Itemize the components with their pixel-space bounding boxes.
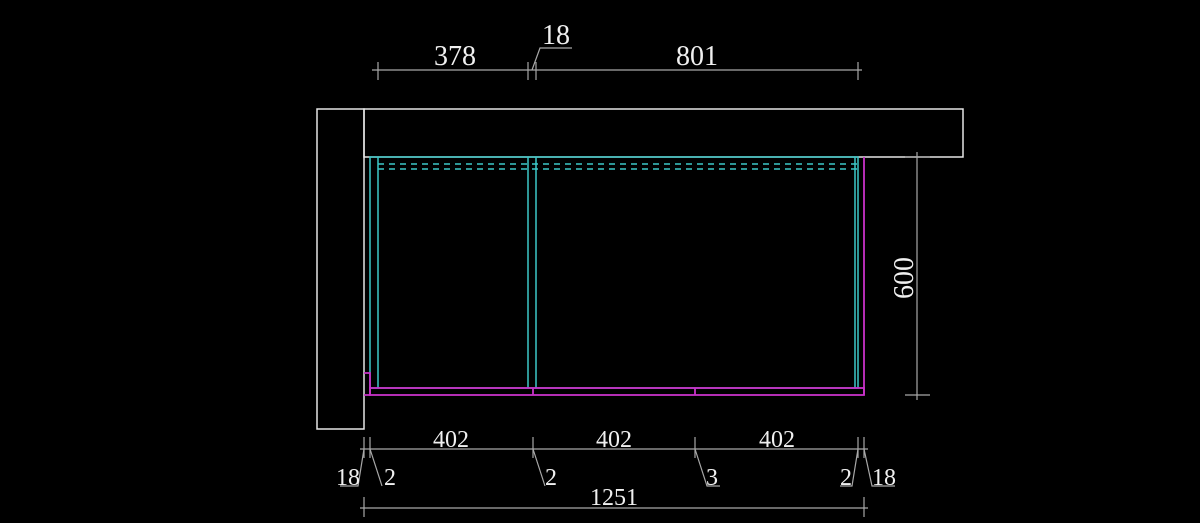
dim-378: 378 (434, 41, 476, 72)
top-slab (363, 108, 964, 158)
dim-18-right: 18 (872, 465, 896, 491)
door-panels (364, 157, 865, 396)
dim-18-top: 18 (542, 20, 570, 51)
dim-402-3: 402 (759, 427, 795, 453)
top-dimension: 378 18 801 (372, 20, 862, 80)
dim-18-left: 18 (336, 465, 360, 491)
left-wall (316, 108, 365, 430)
dim-2-b: 2 (545, 465, 557, 491)
side-dimension: 600 (889, 152, 930, 400)
dim-1251: 1251 (590, 485, 638, 511)
bottom-dimension: 402 402 402 18 2 2 3 2 18 (336, 427, 896, 491)
dim-600: 600 (889, 257, 920, 299)
overall-dimension: 1251 (360, 485, 868, 517)
dim-3: 3 (706, 465, 718, 491)
dim-402-1: 402 (433, 427, 469, 453)
dim-2-a: 2 (384, 465, 396, 491)
cabinet-frame (369, 156, 859, 389)
dim-402-2: 402 (596, 427, 632, 453)
dim-2-c: 2 (840, 465, 852, 491)
dim-801: 801 (676, 41, 718, 72)
